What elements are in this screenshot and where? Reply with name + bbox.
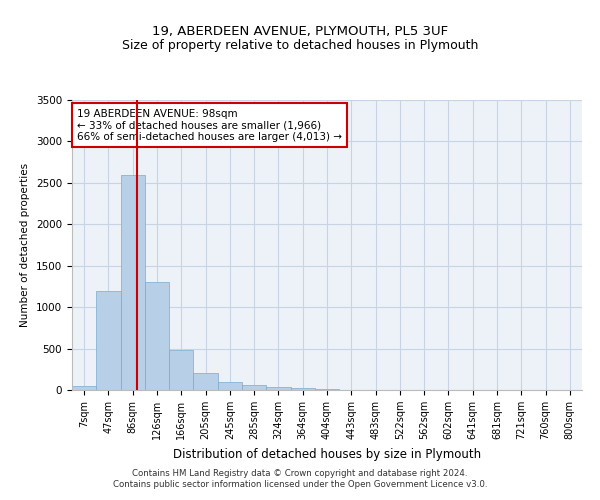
Bar xyxy=(290,388,315,390)
Text: Contains HM Land Registry data © Crown copyright and database right 2024.: Contains HM Land Registry data © Crown c… xyxy=(132,468,468,477)
X-axis label: Distribution of detached houses by size in Plymouth: Distribution of detached houses by size … xyxy=(173,448,481,460)
Bar xyxy=(96,290,121,390)
Text: Contains public sector information licensed under the Open Government Licence v3: Contains public sector information licen… xyxy=(113,480,487,489)
Bar xyxy=(72,386,96,390)
Bar xyxy=(145,282,169,390)
Bar xyxy=(193,374,218,390)
Bar xyxy=(242,386,266,390)
Bar xyxy=(169,350,193,390)
Text: 19 ABERDEEN AVENUE: 98sqm
← 33% of detached houses are smaller (1,966)
66% of se: 19 ABERDEEN AVENUE: 98sqm ← 33% of detac… xyxy=(77,108,342,142)
Bar xyxy=(121,174,145,390)
Y-axis label: Number of detached properties: Number of detached properties xyxy=(20,163,31,327)
Text: 19, ABERDEEN AVENUE, PLYMOUTH, PL5 3UF: 19, ABERDEEN AVENUE, PLYMOUTH, PL5 3UF xyxy=(152,24,448,38)
Bar xyxy=(315,389,339,390)
Text: Size of property relative to detached houses in Plymouth: Size of property relative to detached ho… xyxy=(122,40,478,52)
Bar xyxy=(266,386,290,390)
Bar xyxy=(218,382,242,390)
